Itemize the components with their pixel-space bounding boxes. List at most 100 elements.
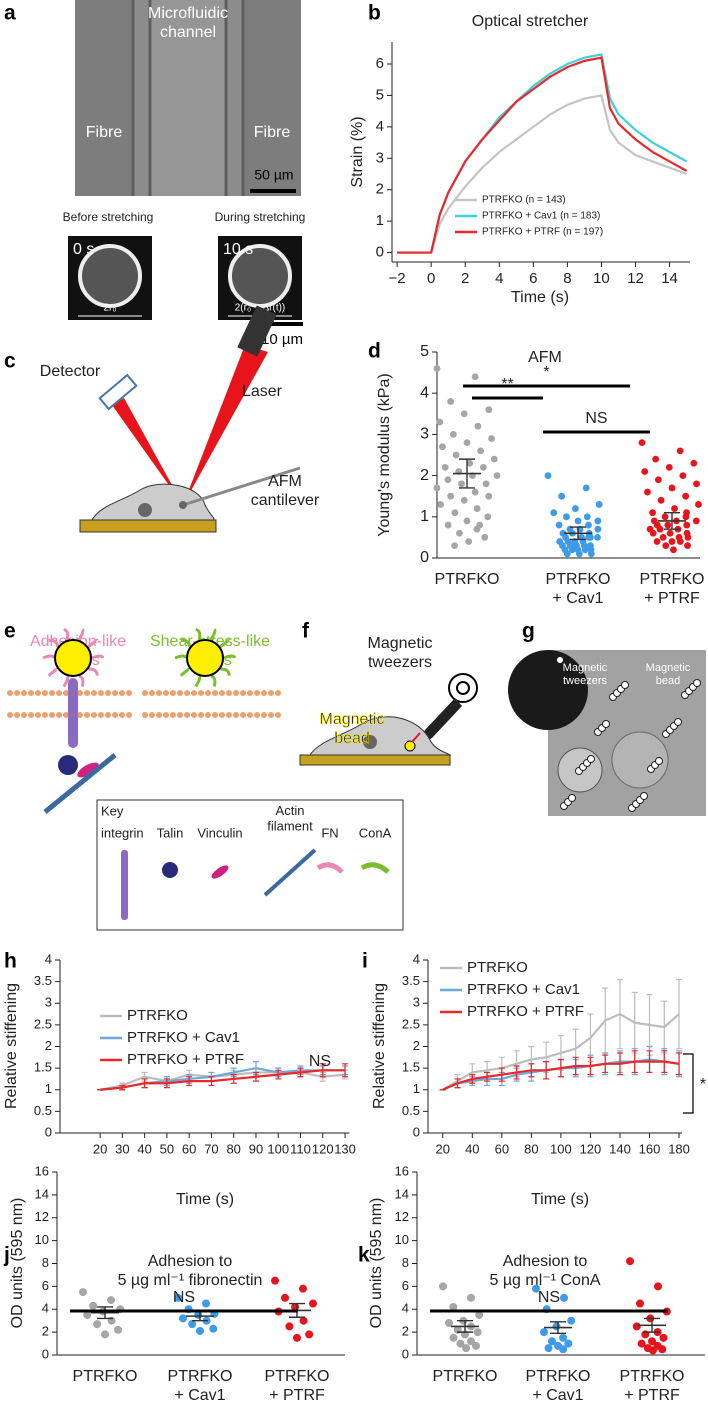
label: FN [321, 825, 338, 840]
bead [693, 679, 701, 687]
x-tick-label: 14 [661, 270, 678, 287]
data-point [114, 1325, 123, 1334]
x-axis-label: Time (s) [176, 1191, 234, 1208]
y-tick-label: 14 [35, 1186, 49, 1201]
panel-letter: c [4, 350, 16, 373]
x-tick-label: 40 [465, 1141, 479, 1156]
x-tick-label: 140 [609, 1141, 631, 1156]
panel-letter: b [368, 2, 381, 25]
lipid [42, 712, 48, 718]
ligand [63, 628, 70, 641]
lipid [219, 712, 225, 718]
lipid [233, 712, 239, 718]
legend-label: PTRFKO + Cav1 [467, 981, 580, 998]
lipid [21, 690, 27, 696]
data-point [659, 1333, 668, 1342]
data-point [654, 1282, 662, 1291]
data-point [671, 505, 678, 512]
x-tick-label: 80 [524, 1141, 538, 1156]
data-point [439, 443, 446, 451]
ligand [219, 638, 231, 648]
lipid [184, 690, 190, 696]
y-tick-label: 4 [420, 384, 429, 401]
coil [448, 673, 478, 703]
lipid [84, 712, 90, 718]
ligand [88, 667, 99, 676]
cell [91, 483, 215, 521]
data-point [493, 472, 501, 479]
data-point [456, 1339, 465, 1348]
y-tick-label: 12 [35, 1209, 49, 1224]
talin [58, 755, 78, 775]
data-point [433, 365, 441, 372]
fibre [75, 0, 133, 196]
y-axis-label: Relative stiffening [3, 983, 20, 1109]
label: Microfluidic channel [148, 5, 228, 41]
x-tick-label: PTRFKO + PTRF [620, 1368, 685, 1404]
x-tick-label: 120 [312, 1141, 334, 1156]
significance-bracket [683, 1053, 694, 1114]
y-tick-label: 2.5 [34, 1016, 52, 1031]
data-point [101, 1330, 109, 1339]
y-tick-label: 2.5 [402, 1016, 420, 1031]
data-point [668, 538, 676, 545]
data-point [490, 455, 498, 463]
x-tick-label: 4 [495, 270, 503, 287]
lipid [177, 712, 183, 718]
label: AFM cantilever [251, 473, 320, 509]
x-tick-label: −2 [389, 270, 406, 287]
data-point [299, 1316, 308, 1325]
data-point [661, 513, 669, 521]
x-tick-label: PTRFKO + PTRF [640, 571, 705, 607]
x-tick-label: 90 [249, 1141, 263, 1156]
lipid [98, 690, 104, 696]
data-point [563, 513, 570, 521]
y-tick-label: 2 [45, 1038, 52, 1053]
data-point [299, 1284, 307, 1293]
lipid [91, 690, 97, 696]
label: Actin filament [267, 803, 313, 834]
lipid [254, 690, 260, 696]
x-tick-label: 8 [563, 270, 571, 287]
coil [456, 681, 470, 695]
x-tick-label: 60 [182, 1141, 196, 1156]
x-tick-label: 20 [436, 1141, 450, 1156]
data-point [650, 517, 658, 525]
data-point [552, 1322, 561, 1331]
actin [43, 753, 117, 814]
lipid [156, 690, 162, 696]
lipid [184, 712, 190, 718]
chart-title: Adhesion to 5 µg ml⁻¹ ConA [489, 1253, 600, 1289]
x-tick-label: PTRFKO [435, 571, 500, 588]
data-point [666, 529, 674, 537]
x-tick-label: 70 [204, 1141, 218, 1156]
ligand [210, 674, 217, 687]
data-point [460, 496, 468, 504]
lipid [275, 712, 281, 718]
data-point [436, 418, 444, 426]
y-tick-label: 12 [395, 1209, 409, 1224]
lipid [35, 690, 41, 696]
data-point [682, 492, 690, 500]
panel-letter: f [302, 620, 310, 643]
x-tick-label: 12 [627, 270, 644, 287]
ligand [209, 628, 217, 641]
data-point [439, 1282, 447, 1291]
lipid [35, 712, 41, 718]
data-point [654, 476, 662, 484]
label: 10 s [223, 241, 253, 258]
lipid [63, 712, 69, 718]
lipid [28, 690, 34, 696]
fibre [243, 0, 301, 196]
detector [98, 373, 138, 411]
lipid [84, 690, 90, 696]
lipid [177, 690, 183, 696]
x-tick-label: 30 [115, 1141, 129, 1156]
lipid [77, 712, 83, 718]
data-point [652, 455, 660, 463]
lipid [142, 712, 148, 718]
label: 2r₀ [103, 303, 116, 314]
y-tick-label: 8 [42, 1255, 49, 1270]
lipid [163, 690, 169, 696]
